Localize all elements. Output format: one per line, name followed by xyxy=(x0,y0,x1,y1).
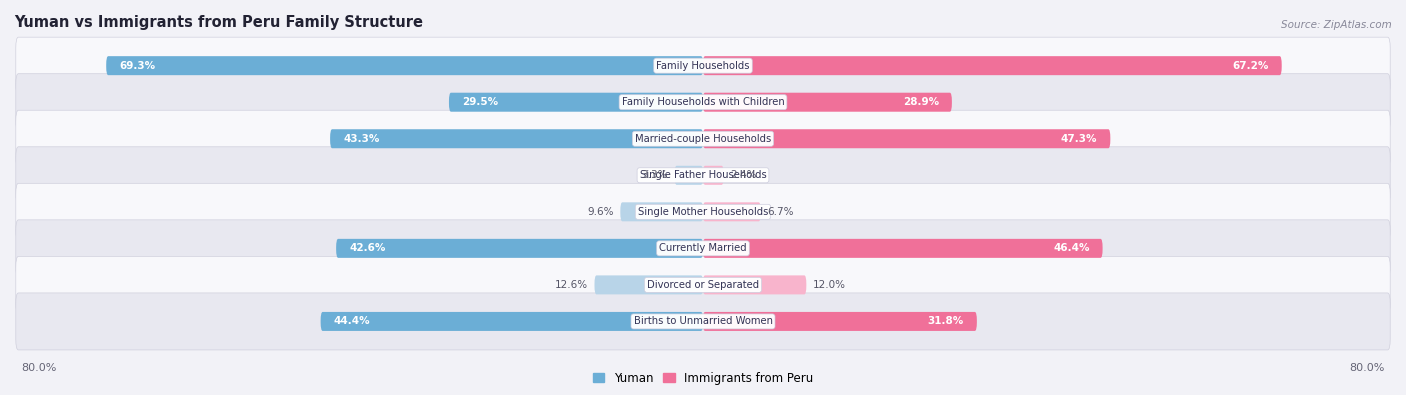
Text: Married-couple Households: Married-couple Households xyxy=(636,134,770,144)
FancyBboxPatch shape xyxy=(449,93,703,112)
Text: 29.5%: 29.5% xyxy=(463,97,498,107)
FancyBboxPatch shape xyxy=(703,312,977,331)
Text: Births to Unmarried Women: Births to Unmarried Women xyxy=(634,316,772,326)
Text: 31.8%: 31.8% xyxy=(928,316,965,326)
Text: 46.4%: 46.4% xyxy=(1053,243,1090,253)
FancyBboxPatch shape xyxy=(15,74,1391,131)
Text: 80.0%: 80.0% xyxy=(1350,363,1385,373)
Text: Family Households with Children: Family Households with Children xyxy=(621,97,785,107)
Text: Family Households: Family Households xyxy=(657,61,749,71)
FancyBboxPatch shape xyxy=(15,220,1391,277)
FancyBboxPatch shape xyxy=(703,93,952,112)
Text: 9.6%: 9.6% xyxy=(586,207,613,217)
Text: Divorced or Separated: Divorced or Separated xyxy=(647,280,759,290)
Text: 67.2%: 67.2% xyxy=(1233,61,1268,71)
Text: Source: ZipAtlas.com: Source: ZipAtlas.com xyxy=(1281,20,1392,30)
FancyBboxPatch shape xyxy=(321,312,703,331)
FancyBboxPatch shape xyxy=(107,56,703,75)
FancyBboxPatch shape xyxy=(620,202,703,221)
FancyBboxPatch shape xyxy=(336,239,703,258)
Text: 44.4%: 44.4% xyxy=(333,316,370,326)
FancyBboxPatch shape xyxy=(703,275,807,294)
FancyBboxPatch shape xyxy=(15,256,1391,313)
Text: Currently Married: Currently Married xyxy=(659,243,747,253)
FancyBboxPatch shape xyxy=(330,129,703,148)
Text: Single Mother Households: Single Mother Households xyxy=(638,207,768,217)
FancyBboxPatch shape xyxy=(703,239,1102,258)
FancyBboxPatch shape xyxy=(703,129,1111,148)
Text: 80.0%: 80.0% xyxy=(21,363,56,373)
FancyBboxPatch shape xyxy=(15,37,1391,94)
Text: 2.4%: 2.4% xyxy=(731,170,756,180)
FancyBboxPatch shape xyxy=(15,183,1391,240)
FancyBboxPatch shape xyxy=(15,110,1391,167)
FancyBboxPatch shape xyxy=(15,147,1391,204)
Text: 12.0%: 12.0% xyxy=(813,280,846,290)
FancyBboxPatch shape xyxy=(703,56,1282,75)
Text: 12.6%: 12.6% xyxy=(554,280,588,290)
Text: Single Father Households: Single Father Households xyxy=(640,170,766,180)
Text: 6.7%: 6.7% xyxy=(768,207,794,217)
Text: 69.3%: 69.3% xyxy=(120,61,155,71)
FancyBboxPatch shape xyxy=(595,275,703,294)
Legend: Yuman, Immigrants from Peru: Yuman, Immigrants from Peru xyxy=(588,367,818,389)
Text: 47.3%: 47.3% xyxy=(1062,134,1098,144)
FancyBboxPatch shape xyxy=(703,202,761,221)
Text: 28.9%: 28.9% xyxy=(903,97,939,107)
FancyBboxPatch shape xyxy=(15,293,1391,350)
Text: Yuman vs Immigrants from Peru Family Structure: Yuman vs Immigrants from Peru Family Str… xyxy=(14,15,423,30)
FancyBboxPatch shape xyxy=(675,166,703,185)
Text: 42.6%: 42.6% xyxy=(349,243,385,253)
FancyBboxPatch shape xyxy=(703,166,724,185)
Text: 3.3%: 3.3% xyxy=(641,170,668,180)
Text: 43.3%: 43.3% xyxy=(343,134,380,144)
